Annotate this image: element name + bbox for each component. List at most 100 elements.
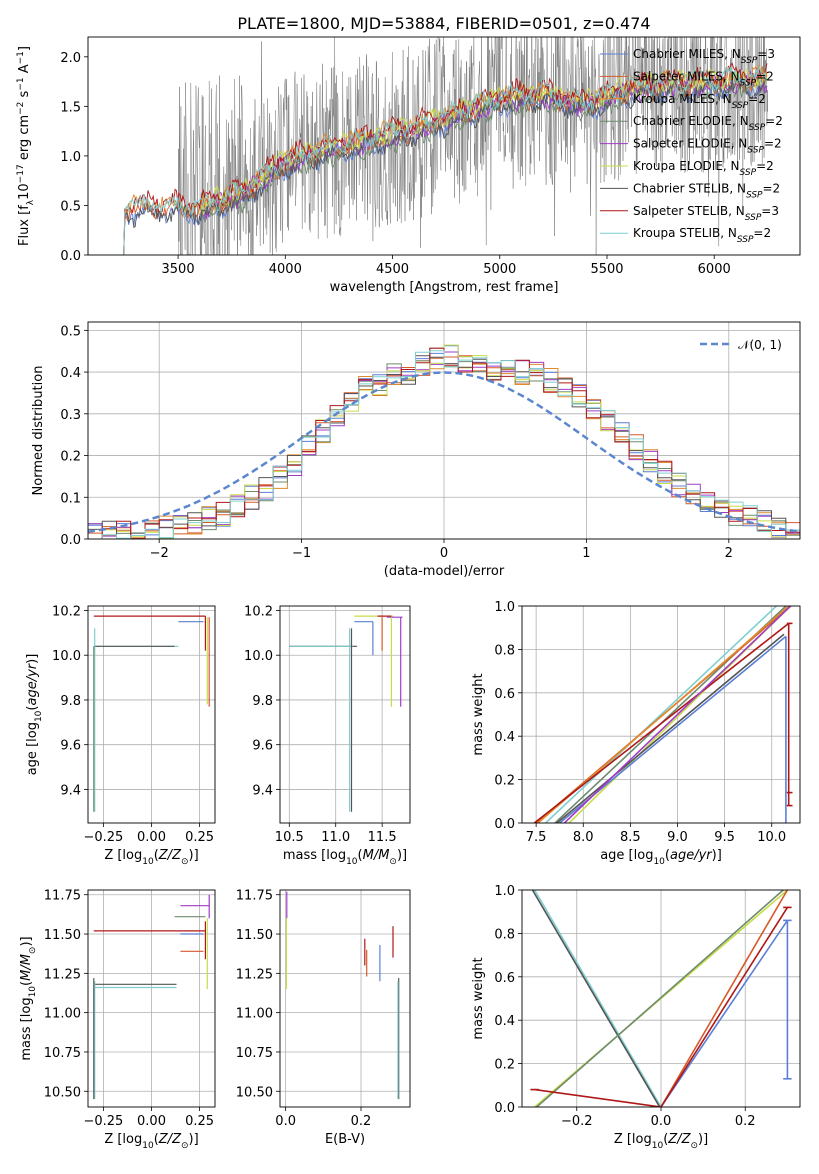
weight-line-salpeter-miles bbox=[660, 890, 789, 1107]
axes-mass_vs_Z: −0.25 0.00 0.25 10.50 10.75 11.00 11.25 11.50 11… bbox=[19, 889, 216, 1151]
label-part: age/yr bbox=[25, 662, 40, 705]
x-tick-label: 0.0 bbox=[275, 1114, 296, 1129]
label-part: =3 bbox=[757, 47, 775, 61]
y-tick-label: 2.0 bbox=[60, 51, 81, 66]
x-tick-label: 9.5 bbox=[714, 830, 735, 845]
x-tick-label: 0 bbox=[440, 546, 448, 561]
plot-area-spectrum bbox=[122, 37, 769, 255]
label-part: ( bbox=[358, 848, 363, 863]
y-tick-label: 11.75 bbox=[44, 889, 81, 904]
label-part: 10 bbox=[652, 1141, 664, 1151]
label-part: SSP bbox=[740, 168, 757, 178]
label-part: ( bbox=[19, 981, 34, 986]
legend-label: Kroupa STELIB, NSSP=2 bbox=[633, 226, 771, 245]
label-part: Z/Z bbox=[158, 848, 182, 863]
label-part: Z [log bbox=[104, 848, 142, 863]
y-tick-label: 9.4 bbox=[60, 783, 81, 798]
label-part: =2 bbox=[764, 137, 782, 151]
axes-age_vs_mass: 10.5 11.0 11.5 9.4 9.6 9.8 10.0 10.2 mass [log10… bbox=[244, 604, 411, 867]
x-tick-label: 0.00 bbox=[137, 830, 166, 845]
x-tick-label: 4000 bbox=[269, 262, 302, 277]
data-spectrum-line bbox=[178, 37, 769, 255]
y-tick-label: 10.2 bbox=[52, 604, 81, 619]
y-tick-label: 11.75 bbox=[236, 889, 273, 904]
y-axis-label: Normed distribution bbox=[31, 366, 46, 496]
y-tick-label: 10.2 bbox=[244, 604, 273, 619]
y-axis-label: mass [log10(M/M⊙)] bbox=[19, 936, 38, 1060]
y-tick-label: 1.0 bbox=[60, 150, 81, 165]
label-part: Kroupa MILES, N bbox=[633, 92, 732, 106]
label-part: Z [log bbox=[614, 1132, 652, 1147]
hist-kroupa-stelib bbox=[88, 350, 800, 539]
x-tick-label: −0.2 bbox=[561, 1114, 593, 1129]
y-tick-label: 10.75 bbox=[44, 1046, 81, 1061]
label-part: =2 bbox=[756, 159, 774, 173]
y-tick-label: 0.0 bbox=[60, 249, 81, 264]
axes-spectrum: 3500 4000 4500 5000 5500 6000 0.0 0.5 1.0 1.5 2.0 w… bbox=[16, 36, 801, 295]
axes-frame bbox=[87, 36, 801, 256]
plot-area-mass_vs_ebv bbox=[285, 891, 400, 1100]
label-part: SSP bbox=[745, 213, 762, 223]
y-tick-label: 11.50 bbox=[236, 928, 273, 943]
legend-label: Chabrier STELIB, NSSP=2 bbox=[633, 181, 780, 200]
y-axis-label: Flux [fλ10−17 erg cm−2 s−1 A−1] bbox=[16, 46, 36, 246]
axes-frame bbox=[279, 605, 411, 824]
label-part: SSP bbox=[746, 190, 763, 200]
label-part: erg cm bbox=[17, 115, 32, 164]
label-part: Kroupa STELIB, N bbox=[633, 226, 737, 240]
legend-label: Salpeter STELIB, NSSP=3 bbox=[633, 204, 779, 223]
x-tick-label: 9.0 bbox=[667, 830, 688, 845]
axes-frame bbox=[87, 889, 216, 1108]
label-part: ( bbox=[663, 1132, 668, 1147]
y-tick-label: 10.75 bbox=[236, 1046, 273, 1061]
label-part: SSP bbox=[741, 56, 758, 66]
label-part: ( bbox=[154, 1132, 159, 1147]
label-part: 10 bbox=[653, 857, 665, 867]
y-tick-label: 9.8 bbox=[60, 694, 81, 709]
x-tick-label: −0.25 bbox=[83, 830, 123, 845]
label-part: ( bbox=[154, 848, 159, 863]
label-part: M/M bbox=[363, 848, 390, 863]
label-part: )] bbox=[712, 848, 722, 863]
x-axis-label: Z [log10(Z/Z⊙)] bbox=[104, 1132, 198, 1151]
plot-area-residuals bbox=[88, 344, 800, 539]
label-part: M/M bbox=[19, 954, 34, 981]
label-part: )] bbox=[698, 1132, 708, 1147]
label-part: ( bbox=[665, 848, 670, 863]
x-tick-label: 7.5 bbox=[526, 830, 547, 845]
y-tick-label: 11.50 bbox=[44, 928, 81, 943]
axes-frame bbox=[87, 605, 216, 824]
label-part: Chabrier ELODIE, N bbox=[633, 114, 749, 128]
legend: 𝒩(0, 1) bbox=[700, 338, 782, 352]
plot-area-age_vs_Z bbox=[93, 615, 210, 812]
weight-line-salpeter-elodie bbox=[563, 606, 792, 823]
y-tick-label: 11.25 bbox=[236, 967, 273, 982]
label-part: ] bbox=[17, 46, 32, 51]
label-part: 10 bbox=[34, 710, 44, 722]
x-axis-label: mass [log10(M/M⊙)] bbox=[283, 848, 407, 867]
weight-line-chabrier-stelib bbox=[556, 633, 785, 823]
label-part: age [log bbox=[25, 722, 40, 775]
y-tick-label: 0.8 bbox=[494, 927, 515, 942]
y-tick-label: 0.6 bbox=[494, 971, 515, 986]
x-tick-label: 5500 bbox=[590, 262, 623, 277]
figure-title: PLATE=1800, MJD=53884, FIBERID=0501, z=0… bbox=[237, 14, 650, 33]
legend-label: Salpeter ELODIE, NSSP=2 bbox=[633, 137, 782, 156]
label-part: SSP bbox=[747, 146, 764, 156]
plot-area-weight_vs_age bbox=[533, 606, 793, 823]
x-tick-label: 10.0 bbox=[757, 830, 786, 845]
label-part: Chabrier MILES, N bbox=[633, 47, 741, 61]
y-tick-label: 9.6 bbox=[60, 739, 81, 754]
legend-label: 𝒩(0, 1) bbox=[738, 338, 782, 352]
weight-line-kroupa-stelib bbox=[533, 890, 662, 1107]
label-part: =2 bbox=[765, 114, 783, 128]
weight-line-salpeter-stelib bbox=[534, 1088, 662, 1107]
label-part: )] bbox=[189, 848, 199, 863]
x-tick-label: 3500 bbox=[162, 262, 195, 277]
label-part: Kroupa ELODIE, N bbox=[633, 159, 740, 173]
label-part: −17 bbox=[16, 164, 26, 183]
model-line-salpeter-miles bbox=[122, 70, 768, 255]
label-part: s bbox=[17, 90, 32, 101]
